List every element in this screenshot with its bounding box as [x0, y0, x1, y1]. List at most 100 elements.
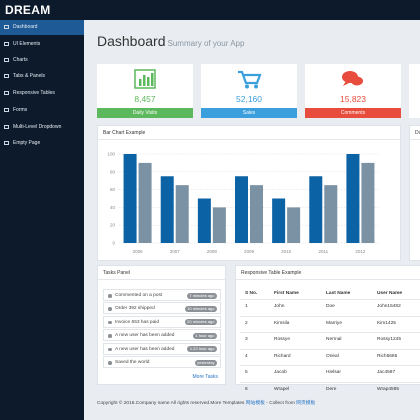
task-item: Invoice 653 has paid 20 minutes ago [103, 315, 221, 328]
table-cell: 2 [245, 320, 248, 326]
table-cell: Wrap4585 [377, 387, 400, 392]
stat-footer: Comments [305, 108, 401, 118]
brand[interactable]: DREAM [5, 3, 51, 17]
row-divider [240, 332, 420, 334]
nav-label: Charts [13, 57, 28, 63]
table-cell: 4 [245, 353, 248, 359]
y-tick-label: 80 [110, 169, 116, 174]
nav-icon [4, 108, 9, 112]
table-cell: John15482 [377, 304, 401, 309]
row-divider [240, 365, 420, 367]
table-cell: Dere [326, 387, 337, 392]
stat-card: 8,457 Daily Visits [97, 64, 193, 118]
table-cell: John [274, 304, 285, 309]
task-item: A new user has been added 1 hour ago [103, 329, 221, 342]
table-cell: Wrapel [274, 387, 290, 392]
task-time: 1 hour ago [192, 332, 217, 339]
card-icon [134, 69, 156, 89]
footer-link[interactable]: 网页模板 [296, 401, 316, 406]
stat-footer: Daily Visits [97, 108, 193, 118]
stat-card: 15,823 Comments [305, 64, 401, 118]
task-text: A new user has been added [115, 346, 175, 352]
row-divider [240, 348, 420, 350]
bar [250, 185, 263, 243]
stat-value: 8,457 [134, 94, 156, 104]
x-tick-label: 2006 [133, 249, 144, 254]
stat-value: 52,160 [236, 94, 262, 104]
bar-chart: 0 20 40 60 80 100 2006 2007 2008 2009 2010 2011 2012 [107, 152, 379, 254]
task-text: A new user has been added [115, 333, 175, 339]
stat-value: 15,823 [340, 94, 366, 104]
table-cell: Kimsila [274, 320, 290, 326]
nav-label: Responsive Tables [13, 90, 55, 96]
nav-label: UI Elements [13, 41, 41, 47]
bar [346, 154, 360, 243]
table-panel: Responsive Table Example S No. First Name… [235, 265, 420, 392]
table-cell: Orieal [326, 353, 339, 359]
bar [212, 207, 226, 243]
task-text: Invoice 653 has paid [115, 319, 160, 325]
x-tick-label: 2008 [207, 249, 218, 254]
task-item: Saved the world yesterday [103, 356, 221, 368]
stat-card: 52,160 Sales [201, 64, 297, 118]
nav-item[interactable]: Empty Page [0, 136, 84, 151]
nav-item[interactable]: UI Elements [0, 37, 84, 52]
task-icon [108, 347, 112, 352]
task-icon [108, 294, 112, 298]
bar [197, 198, 211, 243]
table-cell: Nermal [326, 337, 342, 343]
y-tick-label: 100 [107, 152, 115, 157]
row-divider [240, 315, 420, 317]
bar [309, 176, 323, 243]
panel-title: Responsive Table Example [241, 270, 302, 276]
y-tick-label: 0 [112, 241, 115, 246]
panel-title: Du [415, 130, 420, 136]
table-cell: 1 [245, 304, 248, 309]
bar [361, 162, 375, 243]
more-tasks-link[interactable]: More Tasks [192, 374, 218, 380]
nav-item[interactable]: Forms [0, 103, 84, 118]
bar [175, 185, 189, 243]
nav-item[interactable]: Charts [0, 53, 84, 68]
footer-link[interactable]: 网站模板 [245, 401, 265, 406]
task-item: Order 392 shipped 10 minutes ago [103, 302, 221, 315]
table-cell: Marriye [326, 320, 342, 326]
panel-divider [98, 279, 225, 280]
task-icon [108, 334, 112, 338]
stat-footer: Sales [201, 108, 297, 118]
nav-icon [4, 91, 9, 95]
nav-item[interactable]: Dashboard [0, 20, 84, 35]
table-header: Last Name [326, 291, 351, 296]
y-tick-label: 40 [110, 205, 116, 210]
footer-text: - Collect from [264, 401, 297, 406]
page-heading: Dashboard Summary of your App [97, 33, 244, 49]
table-cell: Kim1425 [377, 320, 396, 326]
panel-divider [410, 139, 420, 140]
bar [272, 198, 286, 243]
table-cell: Jac4587 [377, 370, 396, 376]
nav-item[interactable]: Multi-Level Dropdown [0, 120, 84, 135]
nav-label: Tabs & Panels [13, 73, 45, 79]
nav-icon [4, 141, 9, 145]
table-cell: Jacob [274, 370, 287, 376]
table-header: User Name [377, 291, 403, 296]
task-time: 10 minutes ago [184, 305, 217, 312]
task-time: 1.23 hour ago [187, 346, 217, 353]
panel-title: Bar Chart Example [103, 130, 146, 136]
nav-item[interactable]: Responsive Tables [0, 86, 84, 101]
table-cell: Rossy1245 [377, 337, 401, 343]
table-cell: 3 [245, 337, 248, 343]
task-text: Order 392 shipped [115, 306, 155, 312]
bar [287, 207, 301, 243]
footer-text: Copyright © 2016.Company name All rights… [97, 401, 246, 406]
task-time: yesterday [194, 359, 217, 366]
task-icon [108, 307, 112, 311]
bar [138, 162, 152, 243]
panel-title: Tasks Panel [103, 270, 130, 276]
task-text: Commented on a post [115, 293, 163, 298]
table-cell: Richard [274, 353, 291, 359]
nav-item[interactable]: Tabs & Panels [0, 69, 84, 84]
table-header: First Name [274, 291, 299, 296]
nav-icon [4, 74, 9, 78]
